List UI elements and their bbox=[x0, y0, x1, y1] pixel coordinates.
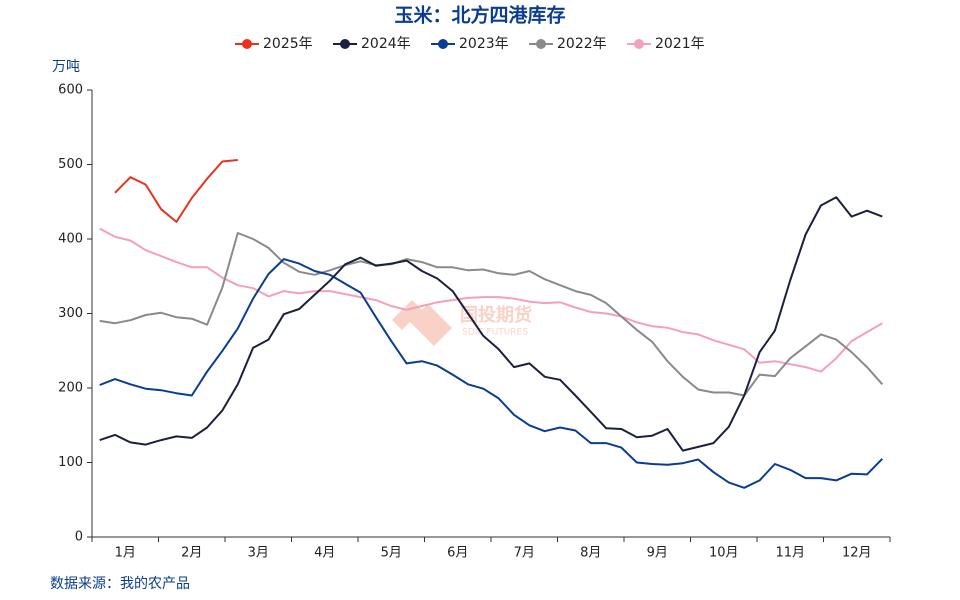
y-tick-label: 0 bbox=[75, 530, 83, 545]
y-tick-label: 100 bbox=[58, 455, 83, 470]
y-tick-label: 600 bbox=[58, 83, 83, 98]
x-tick-label: 12月 bbox=[842, 546, 872, 561]
x-tick-label: 9月 bbox=[647, 546, 668, 561]
x-tick-label: 1月 bbox=[115, 546, 136, 561]
series-line bbox=[99, 258, 884, 489]
x-tick-label: 11月 bbox=[775, 546, 805, 561]
x-tick-label: 3月 bbox=[248, 546, 269, 561]
watermark-cn: 国投期货 bbox=[460, 304, 532, 326]
series-line bbox=[99, 227, 883, 373]
legend-label: 2025年 bbox=[263, 36, 313, 52]
y-tick-label: 400 bbox=[58, 232, 83, 247]
x-tick-label: 6月 bbox=[447, 546, 468, 561]
x-tick-label: 7月 bbox=[514, 546, 535, 561]
legend-marker bbox=[536, 39, 546, 49]
series-line bbox=[99, 196, 883, 452]
x-tick-label: 8月 bbox=[580, 546, 601, 561]
legend-label: 2024年 bbox=[361, 36, 411, 52]
watermark: 国投期货 SDIC FUTURES bbox=[392, 300, 532, 346]
chart-title: 玉米：北方四港库存 bbox=[394, 4, 565, 27]
legend-label: 2021年 bbox=[655, 36, 705, 52]
x-tick-label: 2月 bbox=[181, 546, 202, 561]
series-line bbox=[99, 232, 884, 397]
y-tick-label: 200 bbox=[58, 381, 83, 396]
y-unit: 万吨 bbox=[52, 59, 80, 75]
legend-marker bbox=[242, 39, 252, 49]
y-tick-label: 300 bbox=[58, 306, 83, 321]
series-line bbox=[114, 159, 238, 223]
legend-marker bbox=[634, 39, 644, 49]
legend-marker bbox=[438, 39, 448, 49]
watermark-en: SDIC FUTURES bbox=[462, 328, 528, 338]
x-tick-label: 5月 bbox=[381, 546, 402, 561]
x-tick-label: 10月 bbox=[709, 546, 739, 561]
legend-label: 2023年 bbox=[459, 36, 509, 52]
source: 数据来源：我的农产品 bbox=[50, 576, 190, 592]
x-tick-label: 4月 bbox=[314, 546, 335, 561]
y-tick-label: 500 bbox=[58, 157, 83, 172]
legend-label: 2022年 bbox=[557, 36, 607, 52]
legend-marker bbox=[340, 39, 350, 49]
